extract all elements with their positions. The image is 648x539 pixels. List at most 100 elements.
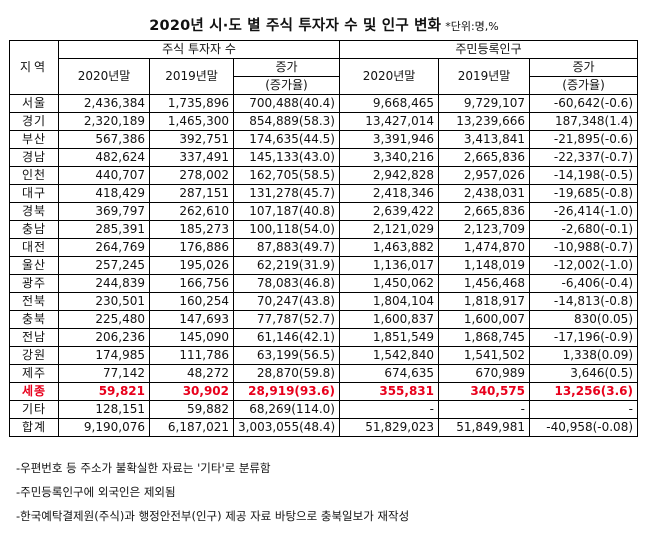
population-change-cell: -40,958(-0.08) [528, 418, 639, 437]
investors-2020-cell: 285,391 [58, 220, 150, 239]
footnotes: -우편번호 등 주소가 불확실한 자료는 '기타'로 분류함 -주민등록인구에 외… [16, 459, 409, 531]
population-change-cell: -12,002(-1.0) [528, 256, 639, 275]
investors-2020-cell: 482,624 [58, 148, 150, 167]
investors-2019-cell: 287,151 [149, 184, 234, 203]
region-cell: 인천 [9, 166, 59, 185]
investors-2019-cell: 1,735,896 [149, 94, 234, 113]
investors-2019-cell: 185,273 [149, 220, 234, 239]
population-2020-cell: - [339, 400, 439, 419]
table-row: 서울 2,436,384 1,735,896 700,488(40.4) 9,668,4… [9, 94, 639, 113]
investors-2020-cell: 174,985 [58, 346, 150, 365]
table-row: 전북 230,501 160,254 70,247(43.8) 1,804,104 1,8… [9, 292, 639, 311]
population-2019-cell: 670,989 [438, 364, 530, 383]
table-row: 기타 128,151 59,882 68,269(114.0) - - - [9, 400, 639, 419]
population-group-header: 주민등록인구 [338, 40, 639, 59]
population-2020-cell: 1,851,549 [339, 328, 439, 347]
investors-2020-cell: 2,320,189 [58, 112, 150, 131]
table-row: 충북 225,480 147,693 77,787(52.7) 1,600,837 1,6… [9, 310, 639, 329]
region-cell: 기타 [9, 400, 59, 419]
population-2019-cell: 2,665,836 [438, 148, 530, 167]
investors-2019-cell: 48,272 [149, 364, 234, 383]
pop-2020-header: 2020년말 [339, 58, 439, 95]
investors-2020-cell: 9,190,076 [58, 418, 150, 437]
investors-2019-cell: 337,491 [149, 148, 234, 167]
investors-2019-cell: 262,610 [149, 202, 234, 221]
population-change-cell: -14,813(-0.8) [528, 292, 639, 311]
investors-2019-cell: 30,902 [149, 382, 234, 401]
investors-2019-cell: 166,756 [149, 274, 234, 293]
investors-2019-cell: 392,751 [149, 130, 234, 149]
population-2019-cell: 1,456,468 [438, 274, 530, 293]
investors-change-cell: 174,635(44.5) [233, 130, 340, 149]
investors-change-cell: 100,118(54.0) [233, 220, 340, 239]
table-row: 세종 59,821 30,902 28,919(93.6) 355,831 340,575… [9, 382, 639, 401]
population-2019-cell: 1,868,745 [438, 328, 530, 347]
population-2020-cell: 1,463,882 [339, 238, 439, 257]
region-cell: 대구 [9, 184, 59, 203]
population-change-cell: 1,338(0.09) [528, 346, 639, 365]
region-cell: 충남 [9, 220, 59, 239]
region-header: 지역 [9, 40, 59, 95]
population-2019-cell: 1,148,019 [438, 256, 530, 275]
population-2019-cell: 13,239,666 [438, 112, 530, 131]
investors-2020-cell: 128,151 [58, 400, 150, 419]
population-2020-cell: 3,340,216 [339, 148, 439, 167]
region-cell: 전북 [9, 292, 59, 311]
investors-2019-cell: 1,465,300 [149, 112, 234, 131]
population-2020-cell: 1,450,062 [339, 274, 439, 293]
investors-2020-cell: 264,769 [58, 238, 150, 257]
region-cell: 제주 [9, 364, 59, 383]
table-row: 울산 257,245 195,026 62,219(31.9) 1,136,017 1,1… [9, 256, 639, 275]
investors-change-cell: 3,003,055(48.4) [233, 418, 340, 437]
investors-group-header: 주식 투자자 수 [58, 40, 340, 59]
population-2020-cell: 9,668,465 [339, 94, 439, 113]
investors-2020-cell: 257,245 [58, 256, 150, 275]
table-row: 충남 285,391 185,273 100,118(54.0) 2,121,029 2,… [9, 220, 639, 239]
investors-2019-cell: 59,882 [149, 400, 234, 419]
table-row: 대구 418,429 287,151 131,278(45.7) 2,418,346 2,… [9, 184, 639, 203]
population-change-cell: - [528, 400, 639, 419]
investors-change-cell: 131,278(45.7) [233, 184, 340, 203]
pop-change-rate-header: (증가율) [528, 76, 639, 95]
population-change-cell: 13,256(3.6) [528, 382, 639, 401]
table-row: 인천 440,707 278,002 162,705(58.5) 2,942,828 2,… [9, 166, 639, 185]
population-2019-cell: 2,665,836 [438, 202, 530, 221]
investors-2020-cell: 244,839 [58, 274, 150, 293]
investors-2019-cell: 6,187,021 [149, 418, 234, 437]
investors-change-cell: 63,199(56.5) [233, 346, 340, 365]
table-row: 제주 77,142 48,272 28,870(59.8) 674,635 670,989… [9, 364, 639, 383]
population-change-cell: 3,646(0.5) [528, 364, 639, 383]
table-row: 경남 482,624 337,491 145,133(43.0) 3,340,216 2,… [9, 148, 639, 167]
population-2019-cell: 1,818,917 [438, 292, 530, 311]
pop-change-header: 증가 [528, 58, 639, 77]
population-change-cell: -22,337(-0.7) [528, 148, 639, 167]
region-cell: 대전 [9, 238, 59, 257]
inv-change-rate-header: (증가율) [233, 76, 340, 95]
investors-change-cell: 700,488(40.4) [233, 94, 340, 113]
population-change-cell: 830(0.05) [528, 310, 639, 329]
region-cell: 경북 [9, 202, 59, 221]
population-change-cell: -2,680(-0.1) [528, 220, 639, 239]
population-2020-cell: 3,391,946 [339, 130, 439, 149]
stats-table: 지역 주식 투자자 수 주민등록인구 2020년말 2019년말 증가 2020… [9, 40, 639, 437]
population-change-cell: -14,198(-0.5) [528, 166, 639, 185]
investors-change-cell: 162,705(58.5) [233, 166, 340, 185]
population-2020-cell: 2,418,346 [339, 184, 439, 203]
title-bar: 2020년 시·도 별 주식 투자자 수 및 인구 변화 *단위:명,% [0, 14, 648, 35]
investors-change-cell: 68,269(114.0) [233, 400, 340, 419]
table-row: 대전 264,769 176,886 87,883(49.7) 1,463,882 1,4… [9, 238, 639, 257]
unit-note: *단위:명,% [445, 20, 499, 33]
region-cell: 합계 [9, 418, 59, 437]
investors-2020-cell: 369,797 [58, 202, 150, 221]
table-row: 전남 206,236 145,090 61,146(42.1) 1,851,549 1,8… [9, 328, 639, 347]
population-2020-cell: 2,942,828 [339, 166, 439, 185]
footnote: -주민등록인구에 외국인은 제외됨 [16, 485, 176, 499]
region-cell: 서울 [9, 94, 59, 113]
investors-2019-cell: 195,026 [149, 256, 234, 275]
investors-2019-cell: 278,002 [149, 166, 234, 185]
inv-2020-header: 2020년말 [58, 58, 150, 95]
investors-2019-cell: 176,886 [149, 238, 234, 257]
population-2019-cell: 2,957,026 [438, 166, 530, 185]
region-cell: 경기 [9, 112, 59, 131]
region-cell: 강원 [9, 346, 59, 365]
